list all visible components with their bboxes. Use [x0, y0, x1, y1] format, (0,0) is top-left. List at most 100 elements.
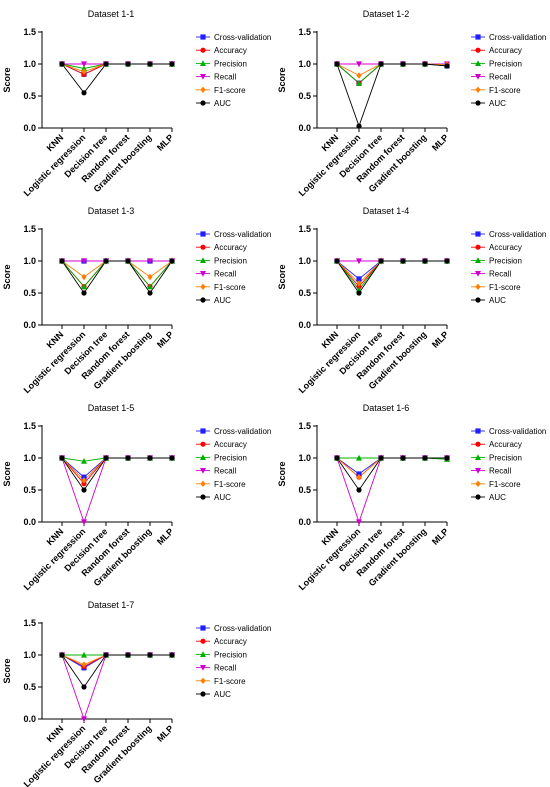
legend-marker-precision	[200, 454, 206, 460]
y-tick-label: 0.5	[298, 91, 311, 101]
legend-marker-auc	[475, 100, 481, 106]
line-chart: Dataset 1-6Score0.00.51.01.5KNNLogistic …	[277, 403, 546, 592]
y-tick-label: 0.0	[298, 320, 311, 330]
legend-marker-f1-score	[200, 677, 206, 684]
chart-title: Dataset 1-2	[363, 9, 410, 19]
legend-label-cross-validation: Cross-validation	[214, 230, 271, 239]
legend-marker-recall	[200, 468, 206, 474]
chart-title: Dataset 1-6	[363, 403, 410, 413]
legend-marker-precision	[475, 454, 481, 460]
legend-marker-recall	[475, 271, 481, 277]
legend-label-recall: Recall	[489, 73, 511, 82]
y-axis-label: Score	[277, 67, 287, 92]
legend-label-recall: Recall	[214, 664, 236, 673]
legend-label-auc: AUC	[214, 493, 231, 502]
legend-label-f1-score: F1-score	[489, 86, 521, 95]
y-axis-label: Score	[2, 461, 12, 486]
data-point-auc	[169, 652, 175, 658]
data-point-f1-score	[81, 477, 87, 484]
legend-marker-cross-validation	[200, 625, 206, 631]
legend-label-recall: Recall	[214, 270, 236, 279]
legend-label-precision: Precision	[214, 256, 247, 265]
series-line-precision	[61, 63, 172, 69]
series-line-precision	[61, 260, 173, 288]
legend-marker-accuracy	[200, 441, 206, 447]
legend-label-accuracy: Accuracy	[214, 440, 247, 449]
legend-marker-accuracy	[200, 47, 206, 53]
data-point-recall	[81, 519, 87, 526]
data-point-recall	[147, 258, 153, 265]
series-line-precision	[336, 63, 448, 84]
legend-label-cross-validation: Cross-validation	[214, 427, 271, 436]
y-tick-label: 0.5	[23, 288, 36, 298]
data-point-auc	[444, 258, 450, 264]
legend-label-auc: AUC	[214, 99, 231, 108]
legend-label-recall: Recall	[489, 270, 511, 279]
chart-title: Dataset 1-1	[88, 9, 135, 19]
legend-marker-accuracy	[475, 441, 481, 447]
chart-panel-dataset-1-6: Dataset 1-6 Score 0.0 0.5 1.0 1.5 KNN Logistic …	[275, 394, 546, 592]
series-line-accuracy	[336, 63, 448, 84]
legend-marker-precision	[200, 257, 206, 263]
line-chart: Dataset 1-4Score0.00.51.01.5KNNLogistic …	[277, 206, 546, 395]
data-point-precision	[81, 458, 87, 464]
y-tick-label: 0.5	[298, 485, 311, 495]
chart-title: Dataset 1-5	[88, 403, 135, 413]
legend-marker-auc	[200, 494, 206, 500]
y-tick-label: 1.0	[298, 453, 311, 463]
series-line-cross-validation	[61, 654, 172, 669]
series-line-auc	[336, 63, 448, 128]
legend-marker-accuracy	[475, 47, 481, 53]
legend-label-f1-score: F1-score	[214, 86, 246, 95]
data-point-auc	[169, 61, 175, 67]
y-tick-label: 0.0	[23, 714, 36, 724]
data-point-auc	[59, 61, 65, 67]
data-point-auc	[125, 61, 131, 67]
chart-panel-dataset-1-7: Dataset 1-7 Score 0.0 0.5 1.0 1.5 KNN Logistic …	[0, 591, 271, 787]
y-axis-label: Score	[2, 658, 12, 683]
x-tick-label-mlp: MLP	[155, 526, 176, 547]
legend-label-f1-score: F1-score	[214, 283, 246, 292]
series-line-accuracy	[61, 260, 173, 288]
data-point-f1-score	[81, 68, 87, 75]
series-line-cross-validation	[336, 63, 448, 84]
data-point-cross-validation	[356, 276, 362, 282]
legend-marker-auc	[475, 494, 481, 500]
line-chart: Dataset 1-1Score0.00.51.01.5KNNLogistic …	[2, 9, 271, 198]
legend-marker-f1-score	[200, 86, 206, 93]
series-line-precision	[61, 457, 172, 462]
legend-marker-cross-validation	[200, 231, 206, 237]
legend-label-auc: AUC	[489, 296, 506, 305]
legend-label-auc: AUC	[214, 690, 231, 699]
legend-label-precision: Precision	[214, 59, 247, 68]
legend-label-f1-score: F1-score	[214, 677, 246, 686]
legend-marker-precision	[200, 651, 206, 657]
chart-panel-dataset-1-1: Dataset 1-1 Score 0.0 0.5 1.0 1.5 KNN Logistic …	[0, 0, 271, 198]
y-tick-label: 1.0	[298, 59, 311, 69]
legend-label-precision: Precision	[214, 650, 247, 659]
y-tick-label: 1.0	[298, 256, 311, 266]
data-point-auc	[400, 61, 406, 67]
data-point-recall	[356, 61, 362, 68]
legend-label-cross-validation: Cross-validation	[489, 33, 546, 42]
data-point-auc	[81, 684, 87, 690]
series-line-cross-validation	[336, 260, 447, 280]
x-tick-label-mlp: MLP	[155, 132, 176, 153]
legend-label-accuracy: Accuracy	[214, 637, 247, 646]
data-point-auc	[356, 123, 362, 129]
x-tick-label-mlp: MLP	[430, 526, 451, 547]
legend-marker-accuracy	[200, 638, 206, 644]
data-point-auc	[444, 63, 450, 69]
y-axis-label: Score	[277, 461, 287, 486]
y-tick-label: 1.5	[23, 618, 36, 628]
line-chart: Dataset 1-7Score0.00.51.01.5KNNLogistic …	[2, 600, 271, 787]
legend-label-f1-score: F1-score	[489, 480, 521, 489]
y-axis-label: Score	[2, 67, 12, 92]
y-tick-label: 1.0	[23, 59, 36, 69]
legend-marker-recall	[475, 74, 481, 80]
legend-label-cross-validation: Cross-validation	[214, 33, 271, 42]
legend-marker-recall	[200, 271, 206, 277]
data-point-auc	[147, 652, 153, 658]
legend-marker-accuracy	[475, 244, 481, 250]
data-point-auc	[400, 258, 406, 264]
